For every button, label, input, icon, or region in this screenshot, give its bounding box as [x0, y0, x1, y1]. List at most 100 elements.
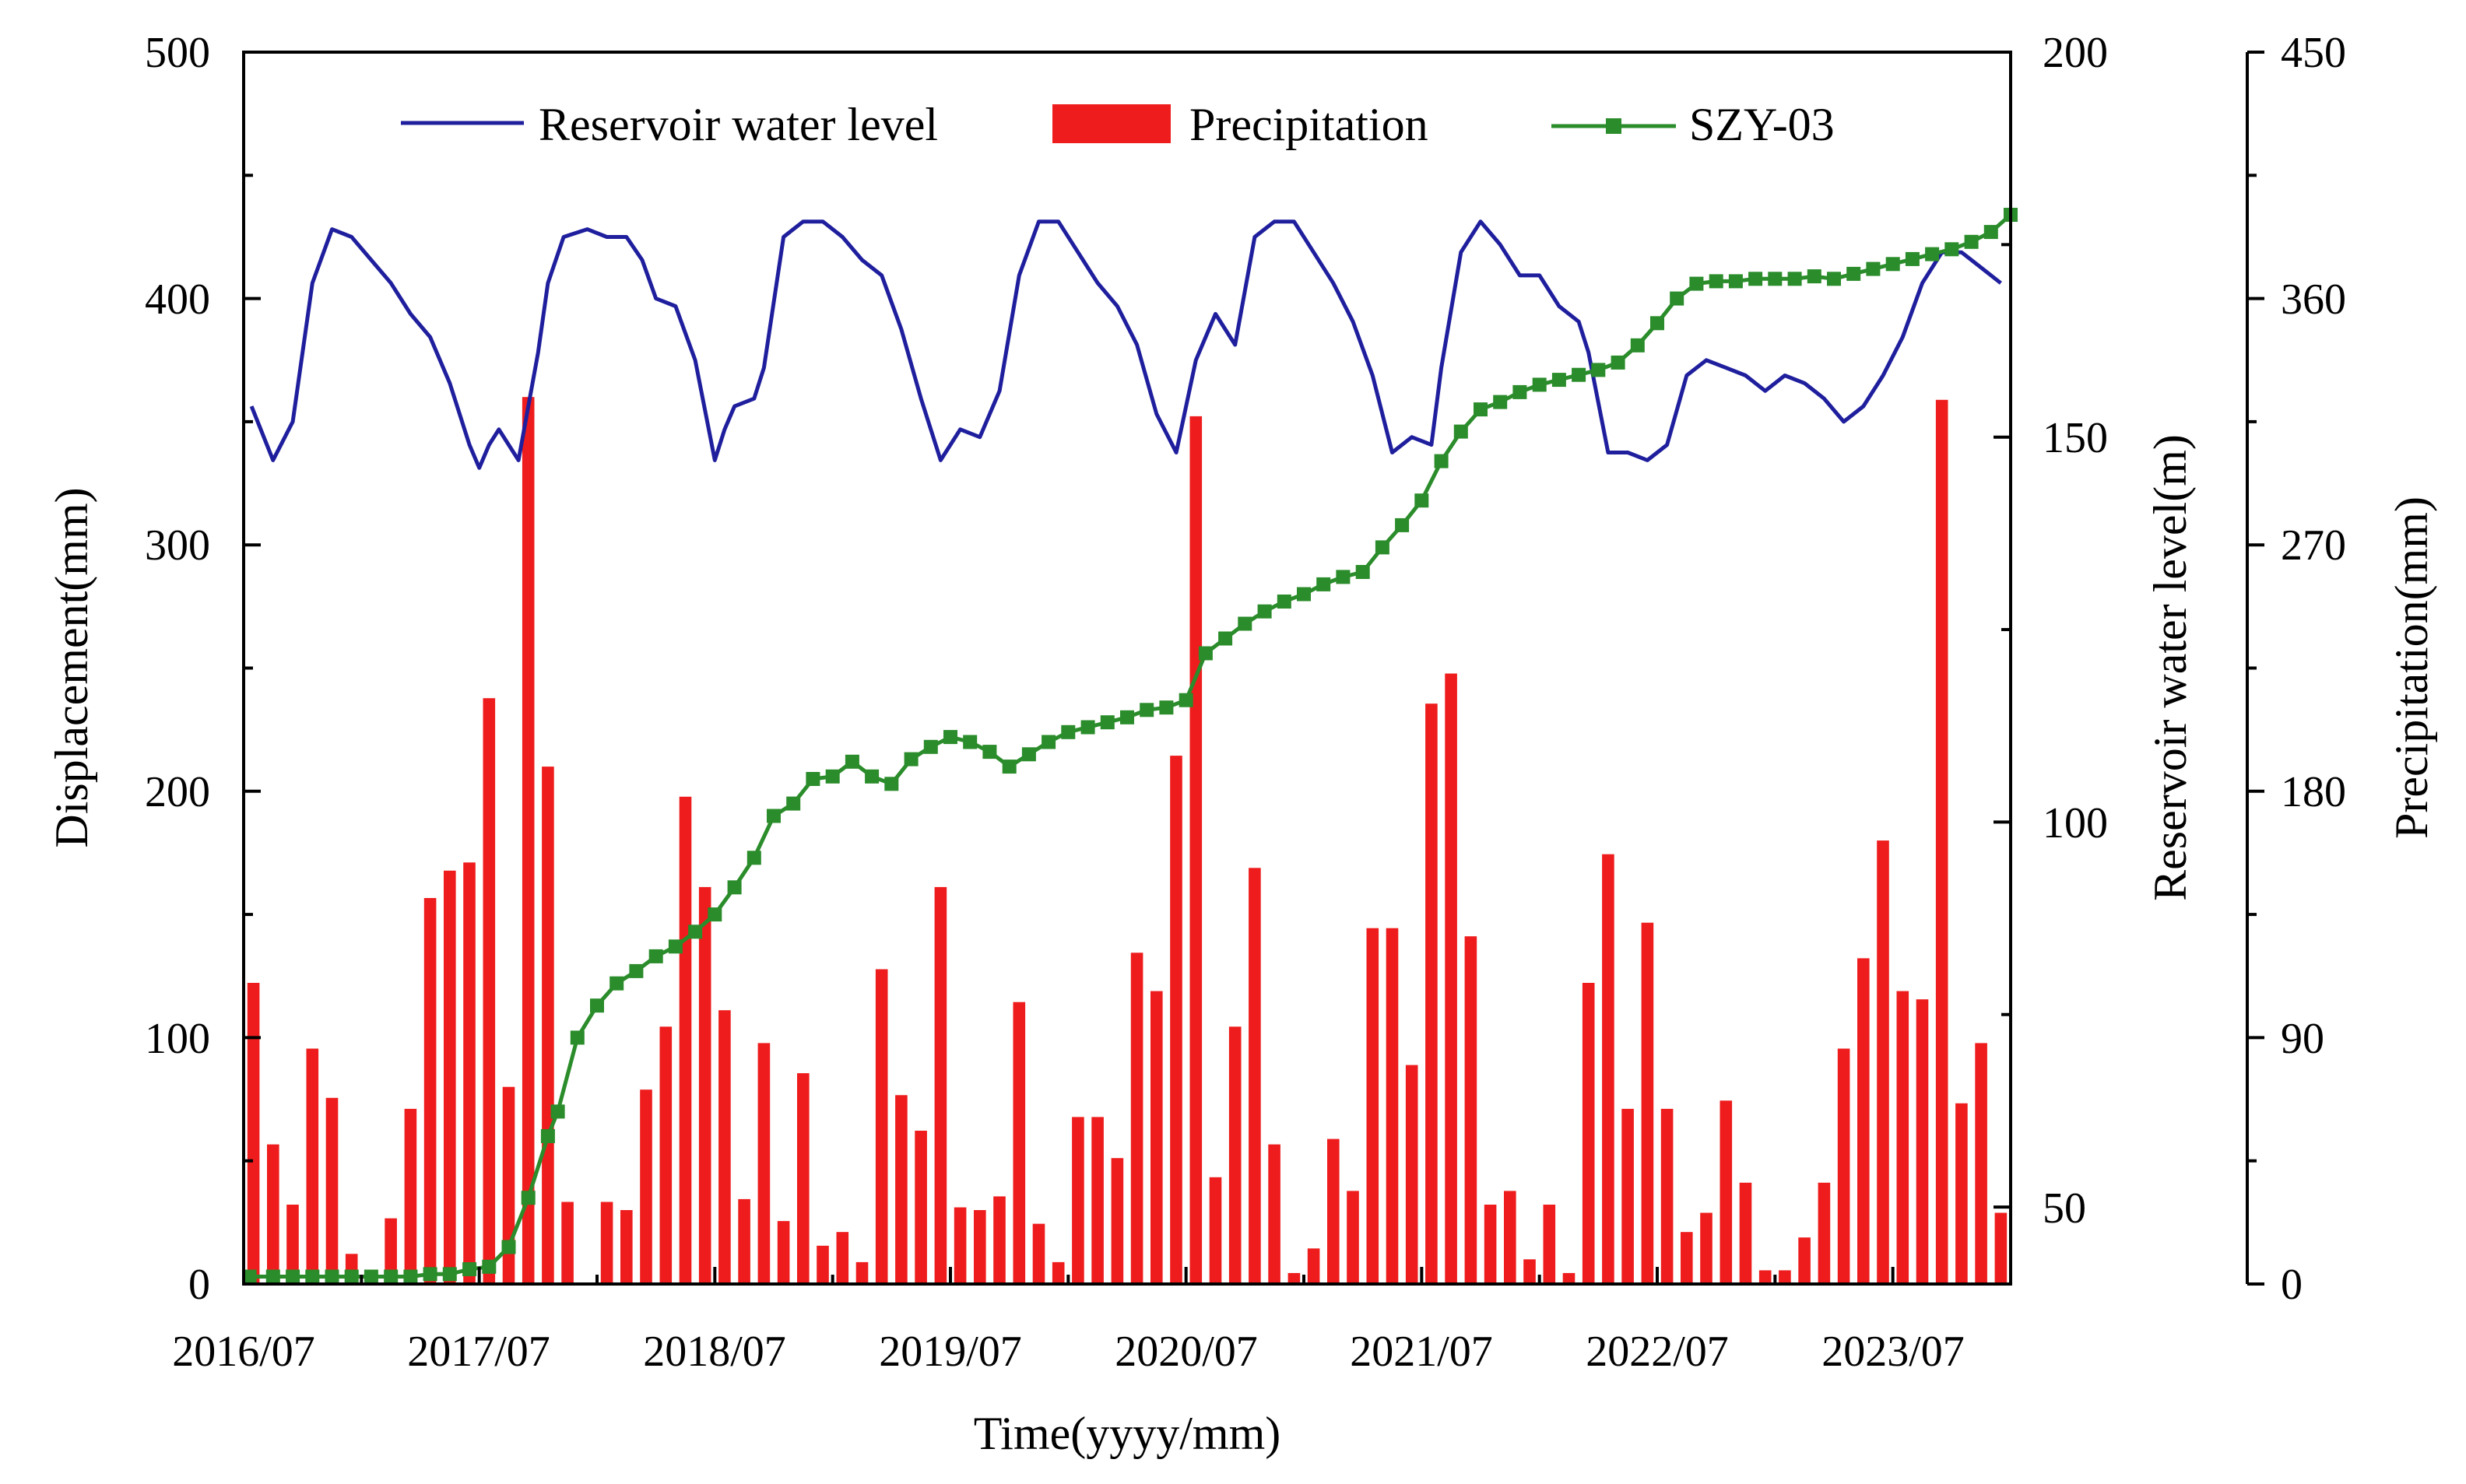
y-left-axis-title: Displacement(mm) [46, 487, 97, 847]
displacement-point-64 [1493, 395, 1508, 409]
precipitation-bar-20 [640, 1089, 652, 1284]
precipitation-bar-71 [1641, 922, 1654, 1284]
displacement-point-18 [590, 998, 604, 1013]
precipitation-bar-58 [1386, 928, 1399, 1284]
displacement-point-75 [1709, 274, 1723, 289]
displacement-point-29 [806, 772, 820, 786]
precipitation-bar-65 [1523, 1259, 1536, 1284]
x-tick-2019-07: 2019/07 [879, 1328, 1022, 1376]
y-left-tick-0: 0 [188, 1261, 210, 1309]
axis-ticks [242, 51, 2264, 1286]
x-axis-title: Time(yyyy/mm) [974, 1408, 1280, 1459]
legend-water-level-label: Reservoir water level [539, 99, 938, 150]
x-tick-2020-07: 2020/07 [1115, 1328, 1258, 1376]
displacement-point-44 [1100, 715, 1115, 730]
displacement-point-62 [1453, 424, 1468, 439]
displacement-point-28 [786, 796, 801, 811]
displacement-point-5 [344, 1269, 359, 1284]
y-precip-tick-90: 90 [2281, 1015, 2324, 1063]
displacement-point-61 [1434, 454, 1449, 468]
y-precip-tick-450: 450 [2281, 29, 2346, 77]
displacement-point-66 [1532, 377, 1547, 392]
water-level-tick-labels: 50 100 150 200 [2043, 29, 2108, 1233]
displacement-point-45 [1120, 710, 1134, 724]
precipitation-bar-23 [698, 886, 711, 1284]
displacement-point-8 [403, 1269, 418, 1284]
precipitation-bar-64 [1504, 1191, 1516, 1284]
precipitation-bar-74 [1700, 1212, 1712, 1284]
displacement-point-72 [1650, 316, 1664, 331]
displacement-point-57 [1355, 565, 1370, 579]
precipitation-bar-88 [1975, 1043, 1987, 1284]
precipitation-bar-45 [1130, 952, 1143, 1284]
displacement-point-78 [1768, 272, 1783, 286]
precipitation-tick-labels: 0 90 180 270 360 450 [2281, 29, 2346, 1309]
displacement-point-59 [1395, 517, 1410, 532]
displacement-point-14 [521, 1191, 536, 1205]
precipitation-bar-73 [1681, 1232, 1693, 1284]
precipitation-bar-68 [1582, 983, 1595, 1284]
y-precip-tick-180: 180 [2281, 768, 2346, 816]
precipitation-bar-37 [974, 1210, 986, 1284]
precipitation-bar-53 [1287, 1272, 1301, 1284]
displacement-point-54 [1297, 587, 1311, 602]
precipitation-bar-46 [1150, 991, 1163, 1284]
displacement-point-60 [1414, 493, 1429, 508]
y-precip-tick-360: 360 [2281, 275, 2346, 324]
displacement-point-36 [943, 730, 957, 745]
precipitation-bar-30 [836, 1232, 849, 1284]
precipitation-bar-55 [1327, 1138, 1340, 1284]
precipitation-bar-33 [895, 1095, 908, 1284]
precipitation-bar-72 [1660, 1108, 1674, 1284]
displacement-point-86 [1925, 247, 1940, 261]
displacement-point-84 [1885, 257, 1900, 272]
displacement-point-51 [1238, 616, 1252, 631]
displacement-point-80 [1807, 269, 1821, 284]
x-tick-2016-07: 2016/07 [172, 1328, 315, 1376]
displacement-point-24 [708, 907, 722, 922]
precipitation-bar-87 [1955, 1103, 1968, 1284]
displacement-point-35 [923, 739, 938, 754]
water-level-line [249, 219, 2002, 470]
precipitation-bar-44 [1111, 1158, 1124, 1284]
displacement-point-89 [1983, 225, 1998, 240]
precipitation-bar-38 [993, 1196, 1006, 1284]
displacement-point-53 [1277, 595, 1291, 609]
displacement-point-6 [364, 1269, 378, 1284]
precipitation-bar-63 [1484, 1205, 1497, 1284]
displacement-point-31 [845, 754, 859, 769]
precipitation-bar-48 [1189, 416, 1203, 1284]
x-tick-2021-07: 2021/07 [1350, 1328, 1493, 1376]
precipitation-bar-11 [463, 862, 476, 1284]
precipitation-bar-57 [1366, 928, 1379, 1284]
precipitation-bar-25 [738, 1198, 750, 1284]
displacement-point-47 [1159, 700, 1174, 715]
displacement-point-87 [1944, 242, 1959, 257]
legend-szy-swatch-marker [1606, 118, 1621, 134]
displacement-point-56 [1336, 570, 1351, 584]
precipitation-bar-39 [1013, 1002, 1026, 1284]
precipitation-bar-89 [1994, 1212, 2008, 1284]
precipitation-bar-36 [954, 1207, 967, 1284]
precipitation-bar-12 [483, 698, 496, 1284]
precipitation-bar-1 [267, 1144, 279, 1284]
precipitation-bar-10 [444, 870, 456, 1284]
y-right-tick-200: 200 [2043, 29, 2108, 77]
precipitation-bar-76 [1739, 1182, 1752, 1284]
precipitation-bar-0 [247, 983, 260, 1284]
precipitation-bars [247, 397, 2008, 1285]
precipitation-bar-27 [777, 1221, 790, 1284]
displacement-point-43 [1080, 720, 1095, 735]
precipitation-bar-13 [502, 1086, 515, 1284]
displacement-point-67 [1551, 373, 1566, 388]
displacement-point-19 [609, 976, 624, 991]
displacement-point-20 [629, 963, 644, 978]
y-left-tick-200: 200 [145, 768, 210, 816]
precipitation-bar-14 [522, 397, 535, 1285]
y-right-tick-50: 50 [2043, 1184, 2086, 1233]
precipitation-bar-83 [1877, 840, 1889, 1284]
displacement-point-32 [865, 769, 880, 784]
precipitation-bar-85 [1916, 999, 1929, 1284]
precipitation-bar-7 [385, 1218, 397, 1284]
displacement-point-74 [1689, 276, 1704, 291]
